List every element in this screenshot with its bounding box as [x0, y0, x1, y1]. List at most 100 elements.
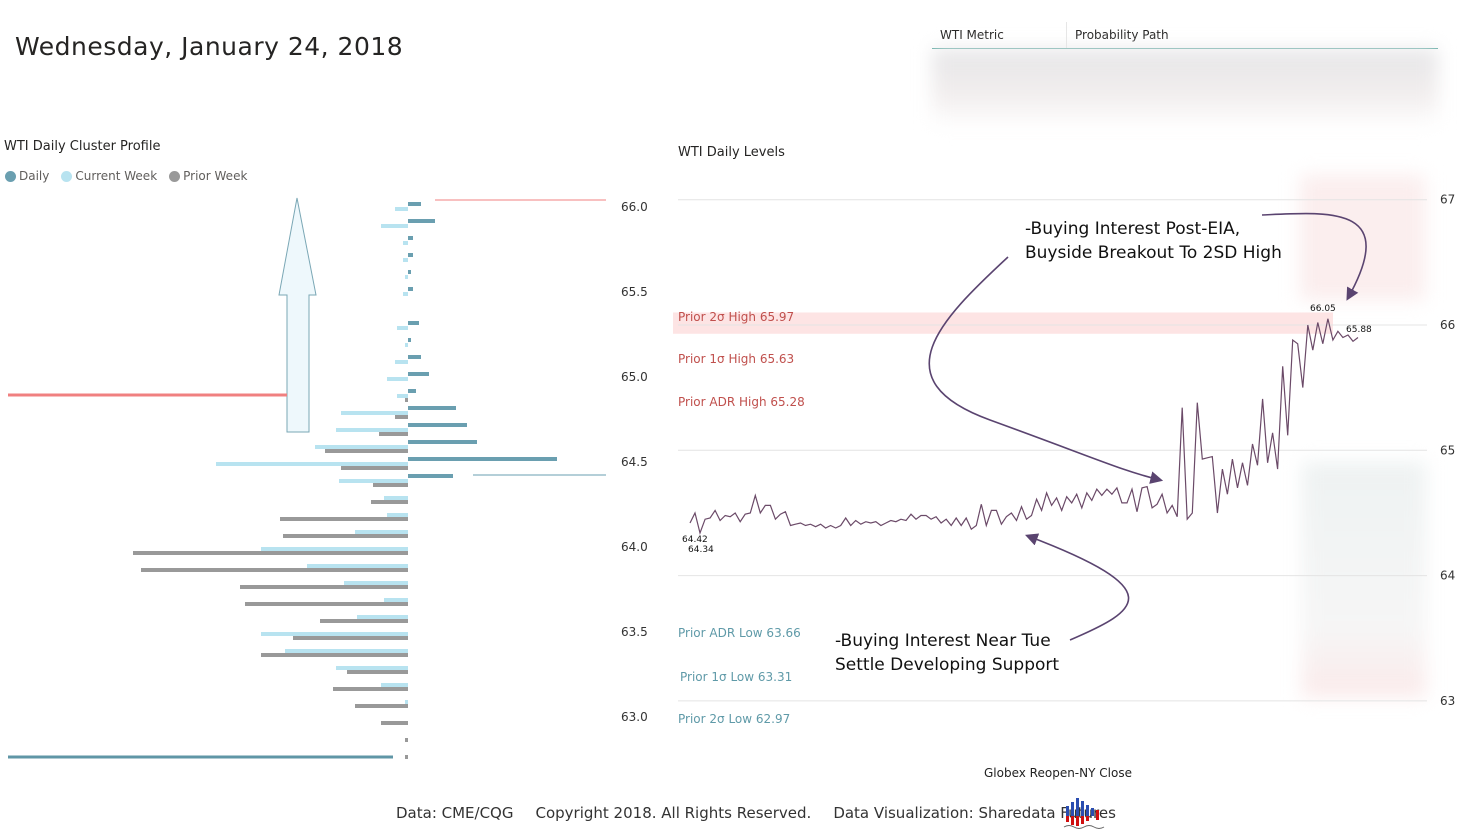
bar-prior-week — [341, 466, 408, 470]
legend-prior-week[interactable]: Prior Week — [169, 169, 247, 183]
y-tick-label: 64.0 — [621, 540, 648, 554]
annotation-bottom: -Buying Interest Near Tue Settle Developi… — [835, 629, 1059, 677]
bar-current-week — [405, 343, 408, 347]
blurred-panel-top — [1300, 175, 1425, 300]
bar-prior-week — [283, 534, 408, 538]
y-tick-label: 65.0 — [621, 370, 648, 384]
daily-dot-icon — [5, 170, 16, 182]
daily-levels-chart: 67 66 65 64 63 Prior 2σ High 65.97 Prior 1σ Hi… — [673, 193, 1455, 726]
y-tick-label: 67 — [1440, 193, 1455, 207]
y-tick-label: 66.0 — [621, 200, 648, 214]
bar-prior-week — [381, 721, 408, 725]
bar-current-week — [315, 445, 408, 449]
point-label-last: 65.88 — [1346, 325, 1372, 335]
bar-daily — [408, 474, 453, 478]
bar-current-week — [336, 666, 408, 670]
footer: Data: CME/CQG Copyright 2018. All Rights… — [396, 804, 1116, 822]
bar-prior-week — [373, 483, 408, 487]
bar-prior-week — [405, 755, 408, 759]
legend-label: Daily — [19, 169, 50, 183]
level-label: Prior 1σ Low 63.31 — [680, 670, 792, 684]
bar-current-week — [403, 241, 408, 245]
legend-label: Prior Week — [183, 169, 248, 183]
bar-prior-week — [325, 449, 408, 453]
annotation-line: Buyside Breakout To 2SD High — [1025, 243, 1282, 263]
bar-prior-week — [347, 670, 408, 674]
bar-prior-week — [405, 398, 408, 402]
legend-daily[interactable]: Daily — [5, 169, 49, 183]
bar-current-week — [261, 632, 408, 636]
bar-current-week — [355, 530, 408, 534]
bar-current-week — [397, 394, 408, 398]
y-tick-label: 65 — [1440, 443, 1455, 457]
bar-daily — [408, 287, 413, 291]
level-label: Prior 1σ High 65.63 — [678, 352, 794, 366]
y-tick-label: 63.5 — [621, 625, 648, 639]
y-tick-label: 64.5 — [621, 455, 648, 469]
bar-daily — [408, 389, 416, 393]
point-label-open: 64.42 — [682, 535, 708, 545]
y-tick-label: 63 — [1440, 694, 1455, 708]
point-label-low: 64.34 — [688, 545, 714, 555]
bar-current-week — [395, 360, 408, 364]
bar-prior-week — [320, 619, 408, 623]
data-source: Data: CME/CQG — [396, 804, 514, 822]
bar-daily — [408, 406, 456, 410]
bar-daily — [408, 372, 429, 376]
column-header-wti-metric[interactable]: WTI Metric — [932, 22, 1067, 48]
bar-current-week — [395, 207, 408, 211]
bar-daily — [408, 440, 477, 444]
bar-prior-week — [245, 602, 408, 606]
cluster-profile-title: WTI Daily Cluster Profile — [4, 139, 161, 154]
bar-prior-week — [379, 432, 408, 436]
blurred-table-body — [932, 49, 1438, 127]
column-header-probability-path[interactable]: Probability Path — [1075, 28, 1169, 42]
bar-daily — [408, 355, 421, 359]
viz-credit: Data Visualization: Sharedata Futures — [833, 804, 1116, 822]
bar-daily — [408, 270, 411, 274]
bar-current-week — [336, 428, 408, 432]
y-tick-label: 66 — [1440, 318, 1455, 332]
bar-daily — [408, 321, 419, 325]
y-tick-label: 65.5 — [621, 285, 648, 299]
annotation-line: -Buying Interest Post-EIA, — [1025, 219, 1241, 239]
bar-prior-week — [371, 500, 408, 504]
y-tick-label: 63.0 — [621, 710, 648, 724]
copyright: Copyright 2018. All Rights Reserved. — [535, 804, 812, 822]
bar-prior-week — [355, 704, 408, 708]
bar-current-week — [387, 513, 408, 517]
bar-current-week — [405, 700, 408, 704]
bar-current-week — [405, 275, 408, 279]
prior-week-dot-icon — [169, 170, 181, 182]
point-label-high: 66.05 — [1310, 304, 1336, 314]
prior-2sd-high-band — [673, 312, 1333, 334]
bar-prior-week — [280, 517, 408, 521]
bar-current-week — [339, 479, 408, 483]
bar-daily — [408, 219, 435, 223]
up-arrow-icon — [278, 197, 317, 433]
sharedata-logo-icon — [1063, 798, 1105, 829]
daily-levels-title: WTI Daily Levels — [678, 145, 785, 160]
bar-current-week — [341, 411, 408, 415]
bar-current-week — [261, 547, 408, 551]
annotation-arrow-top — [928, 256, 1164, 484]
bar-current-week — [384, 598, 408, 602]
annotation-line: Settle Developing Support — [835, 655, 1060, 675]
current-week-dot-icon — [61, 170, 73, 182]
bar-daily — [408, 423, 467, 427]
level-label: Prior ADR High 65.28 — [678, 395, 805, 409]
level-label: Prior 2σ Low 62.97 — [678, 712, 790, 726]
bar-current-week — [387, 377, 408, 381]
legend-current-week[interactable]: Current Week — [61, 169, 157, 183]
bar-current-week — [344, 581, 408, 585]
bar-current-week — [384, 496, 408, 500]
bar-prior-week — [261, 653, 408, 657]
cluster-profile-chart: 66.0 65.5 65.0 64.5 64.0 63.5 63.0 — [8, 197, 648, 759]
cluster-legend: Daily Current Week Prior Week — [5, 169, 247, 183]
bar-daily — [408, 457, 557, 461]
annotation-line: -Buying Interest Near Tue — [835, 631, 1051, 651]
legend-label: Current Week — [75, 169, 158, 183]
bar-current-week — [381, 224, 408, 228]
bar-current-week — [381, 683, 408, 687]
bar-current-week — [216, 462, 408, 466]
